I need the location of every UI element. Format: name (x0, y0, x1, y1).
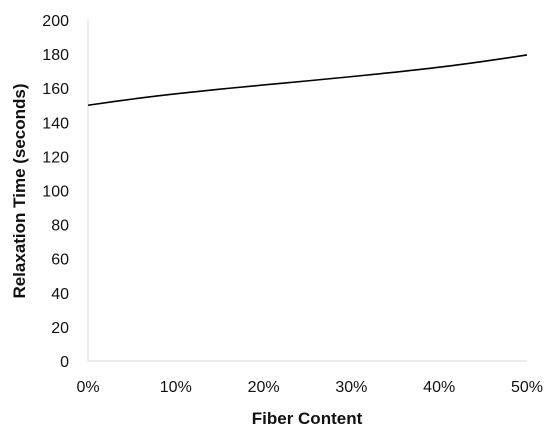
x-tick-label: 40% (423, 379, 455, 396)
y-tick-label: 20 (51, 320, 69, 337)
y-tick-label: 120 (42, 149, 69, 166)
series-layer (87, 54, 528, 107)
x-tick-label: 0% (76, 379, 99, 396)
y-tick-label: 160 (42, 81, 69, 98)
y-tick-label: 140 (42, 115, 69, 132)
y-axis-title: Relaxation Time (seconds) (10, 83, 29, 298)
x-tick-label: 10% (160, 379, 192, 396)
y-tick-label: 40 (51, 286, 69, 303)
y-tick-label: 200 (42, 13, 69, 30)
y-axis-tick-labels: 0 20 40 60 80 100 120 140 160 180 200 (42, 13, 69, 371)
x-tick-label: 30% (335, 379, 367, 396)
y-tick-label: 100 (42, 184, 69, 201)
x-tick-label: 20% (248, 379, 280, 396)
axes (87, 20, 527, 362)
y-tick-label: 180 (42, 47, 69, 64)
y-tick-label: 80 (51, 218, 69, 235)
x-tick-label: 50% (511, 379, 543, 396)
y-tick-label: 60 (51, 252, 69, 269)
y-tick-label: 0 (60, 354, 69, 371)
x-axis-title: Fiber Content (252, 409, 363, 428)
series-line (87, 54, 528, 107)
x-axis-tick-labels: 0% 10% 20% 30% 40% 50% (76, 379, 543, 396)
